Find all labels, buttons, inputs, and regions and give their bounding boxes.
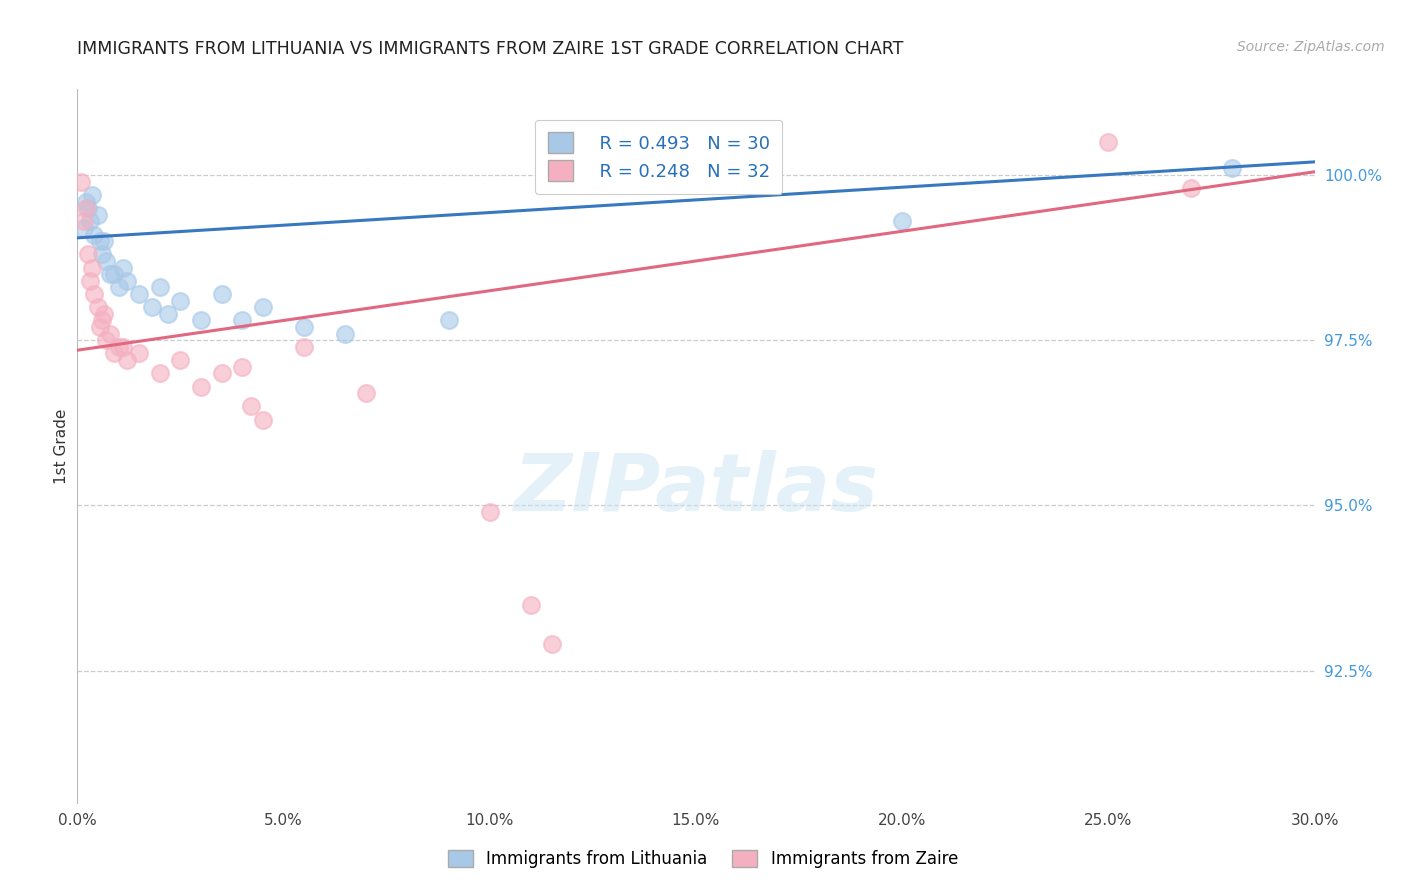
- Point: [252, 300, 274, 314]
- Legend:   R = 0.493   N = 30,   R = 0.248   N = 32: R = 0.493 N = 30, R = 0.248 N = 32: [536, 120, 782, 194]
- Point: [89, 234, 111, 248]
- Point: [128, 287, 150, 301]
- Y-axis label: 1st Grade: 1st Grade: [53, 409, 69, 483]
- Point: [91, 247, 114, 261]
- Point: [169, 353, 191, 368]
- Point: [96, 333, 118, 347]
- Point: [231, 313, 253, 327]
- Point: [98, 326, 121, 341]
- Point: [1220, 161, 1243, 176]
- Point: [540, 637, 562, 651]
- Point: [520, 598, 543, 612]
- Point: [1097, 135, 1119, 149]
- Point: [76, 247, 98, 261]
- Point: [87, 208, 110, 222]
- Point: [103, 346, 125, 360]
- Point: [190, 313, 212, 327]
- Point: [157, 307, 180, 321]
- Point: [80, 260, 103, 275]
- Point: [128, 346, 150, 360]
- Point: [72, 221, 94, 235]
- Text: IMMIGRANTS FROM LITHUANIA VS IMMIGRANTS FROM ZAIRE 1ST GRADE CORRELATION CHART: IMMIGRANTS FROM LITHUANIA VS IMMIGRANTS …: [77, 40, 904, 58]
- Point: [103, 267, 125, 281]
- Point: [169, 293, 191, 308]
- Point: [79, 274, 101, 288]
- Point: [107, 280, 129, 294]
- Point: [1180, 181, 1202, 195]
- Point: [111, 340, 134, 354]
- Point: [335, 326, 357, 341]
- Legend: Immigrants from Lithuania, Immigrants from Zaire: Immigrants from Lithuania, Immigrants fr…: [441, 843, 965, 875]
- Point: [211, 287, 233, 301]
- Point: [292, 320, 315, 334]
- Point: [91, 313, 114, 327]
- Point: [354, 386, 377, 401]
- Text: ZIPatlas: ZIPatlas: [513, 450, 879, 528]
- Point: [891, 214, 914, 228]
- Point: [115, 353, 138, 368]
- Point: [80, 188, 103, 202]
- Point: [75, 194, 97, 209]
- Point: [115, 274, 138, 288]
- Point: [211, 367, 233, 381]
- Point: [239, 400, 262, 414]
- Point: [75, 201, 97, 215]
- Point: [149, 367, 172, 381]
- Point: [87, 300, 110, 314]
- Point: [76, 201, 98, 215]
- Point: [478, 505, 501, 519]
- Point: [149, 280, 172, 294]
- Point: [96, 254, 118, 268]
- Point: [141, 300, 163, 314]
- Point: [83, 287, 105, 301]
- Point: [98, 267, 121, 281]
- Point: [437, 313, 460, 327]
- Point: [231, 359, 253, 374]
- Point: [107, 340, 129, 354]
- Point: [70, 175, 93, 189]
- Point: [89, 320, 111, 334]
- Point: [252, 412, 274, 426]
- Point: [292, 340, 315, 354]
- Point: [111, 260, 134, 275]
- Point: [83, 227, 105, 242]
- Point: [93, 307, 115, 321]
- Point: [190, 379, 212, 393]
- Point: [72, 214, 94, 228]
- Point: [93, 234, 115, 248]
- Text: Source: ZipAtlas.com: Source: ZipAtlas.com: [1237, 40, 1385, 54]
- Point: [79, 214, 101, 228]
